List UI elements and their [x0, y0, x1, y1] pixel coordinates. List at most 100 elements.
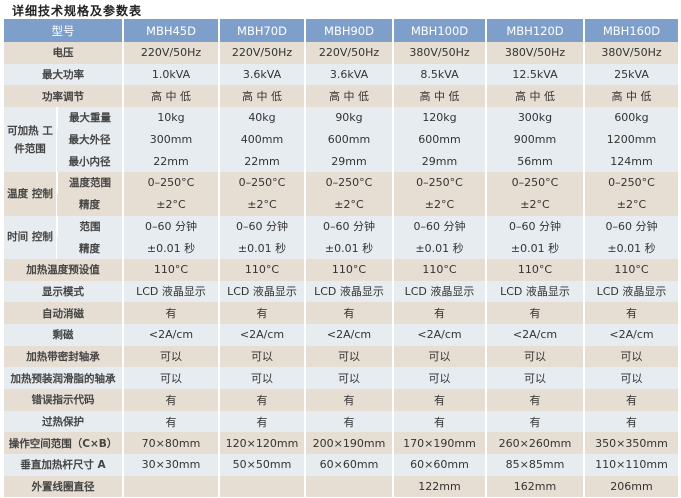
- row-label: 剩磁: [4, 323, 123, 346]
- value-cell: 300mm: [122, 128, 219, 151]
- value-cell: 有: [304, 410, 393, 433]
- value-cell: 40kg: [218, 107, 305, 129]
- value-cell: 29mm: [392, 150, 486, 173]
- value-cell: 有: [304, 302, 393, 324]
- row-label: 错误指示代码: [4, 389, 123, 411]
- group-label: 时间 控制: [4, 215, 57, 259]
- value-cell: 122mm: [392, 475, 486, 498]
- value-cell: 600mm: [304, 128, 393, 151]
- value-cell: 0–250°C: [304, 172, 393, 194]
- row-label: 外置线圈直径: [4, 475, 123, 498]
- row-label: 垂直加热杆尺寸 A: [4, 454, 123, 476]
- value-cell: ±0.01 秒: [392, 237, 486, 259]
- table-row: 过热保护有有有有有有: [4, 410, 678, 433]
- model-header: MBH120D: [485, 19, 584, 42]
- model-header: MBH90D: [304, 19, 393, 42]
- value-cell: LCD 液晶显示: [485, 280, 584, 303]
- value-cell: 有: [218, 302, 305, 324]
- value-cell: 300kg: [485, 107, 584, 129]
- row-label: 最小内径: [57, 150, 123, 173]
- value-cell: 10kg: [122, 107, 219, 129]
- value-cell: 可以: [304, 345, 393, 368]
- value-cell: <2A/cm: [304, 323, 393, 346]
- value-cell: ±0.01 秒: [304, 237, 393, 259]
- value-cell: 380V/50Hz: [392, 42, 486, 64]
- table-row: 自动消磁有有有有有有: [4, 302, 678, 324]
- value-cell: 220V/50Hz: [122, 42, 219, 64]
- row-label: 加热温度预设值: [4, 258, 123, 281]
- value-cell: 120×120mm: [218, 432, 305, 455]
- table-row: 精度 ±2°C ±2°C ±2°C ±2°C ±2°C ±2°C: [4, 193, 678, 216]
- value-cell: 30×30mm: [122, 454, 219, 476]
- value-cell: 有: [218, 410, 305, 433]
- table-row: 加热温度预设值 110°C 110°C 110°C 110°C 110°C 110°C: [4, 258, 678, 281]
- value-cell: 400mm: [218, 128, 305, 151]
- model-header: MBH45D: [122, 19, 219, 42]
- value-cell: 有: [485, 302, 584, 324]
- value-cell: 50×50mm: [218, 454, 305, 476]
- row-label: 范围: [56, 215, 123, 238]
- value-cell: 220V/50Hz: [304, 42, 393, 64]
- value-cell: 260×260mm: [485, 432, 584, 455]
- value-cell: LCD 液晶显示: [392, 280, 486, 303]
- value-cell: 85×85mm: [485, 454, 584, 476]
- value-cell: ±0.01 秒: [122, 237, 219, 259]
- value-cell: 可以: [304, 367, 393, 389]
- value-cell: 高 中 低: [304, 85, 393, 108]
- value-cell: 600mm: [392, 128, 486, 151]
- value-cell: 124mm: [583, 150, 678, 173]
- value-cell: 0–60 分钟: [218, 215, 305, 238]
- value-cell: 0–250°C: [392, 172, 486, 194]
- table-row: 可加热 工件范围 最大重量 10kg 40kg 90kg 120kg 300kg 600kg: [4, 107, 678, 173]
- model-header: MBH70D: [218, 19, 305, 42]
- value-cell: 162mm: [485, 475, 584, 498]
- value-cell: ±2°C: [304, 193, 393, 216]
- value-cell: ±0.01 秒: [583, 237, 678, 259]
- value-cell: 可以: [583, 345, 678, 368]
- value-cell: 110°C: [392, 258, 486, 281]
- value-cell: 有: [122, 302, 219, 324]
- page-title: 详细技术规格及参数表: [12, 4, 143, 18]
- value-cell: ±2°C: [583, 193, 678, 216]
- value-cell: 有: [392, 302, 486, 324]
- value-cell: 22mm: [218, 150, 305, 173]
- row-label: 自动消磁: [4, 302, 123, 324]
- value-cell: ±2°C: [392, 193, 486, 216]
- spec-table: 型号 MBH45D MBH70D MBH90D MBH100D MBH120D MBH160…: [4, 19, 678, 498]
- value-cell: 170×190mm: [392, 432, 486, 455]
- value-cell: 0–60 分钟: [485, 215, 584, 238]
- value-cell: 110°C: [485, 258, 584, 281]
- value-cell: 220V/50Hz: [218, 42, 305, 64]
- row-label: 最大重量: [56, 107, 123, 129]
- value-cell: 600kg: [583, 107, 678, 129]
- value-cell: 29mm: [304, 150, 393, 173]
- value-cell: 有: [122, 410, 219, 433]
- row-label: 最大功率: [4, 63, 123, 86]
- value-cell: 110°C: [583, 258, 678, 281]
- value-cell: 0–60 分钟: [583, 215, 678, 238]
- value-cell: 22mm: [122, 150, 219, 173]
- value-cell: LCD 液晶显示: [304, 280, 393, 303]
- table-row: 精度 ±0.01 秒 ±0.01 秒 ±0.01 秒 ±0.01 秒 ±0.01 秒 ±0.…: [4, 237, 678, 259]
- value-cell: 70×80mm: [122, 432, 219, 455]
- value-cell: 可以: [218, 345, 305, 368]
- value-cell: 有: [583, 410, 678, 433]
- value-cell: 110°C: [218, 258, 305, 281]
- model-header: MBH100D: [392, 19, 486, 42]
- value-cell: 有: [485, 410, 584, 433]
- value-cell: 200×190mm: [304, 432, 393, 455]
- value-cell: 可以: [122, 345, 219, 368]
- value-cell: 60×60mm: [392, 454, 486, 476]
- value-cell: 206mm: [583, 475, 678, 498]
- value-cell: 0–60 分钟: [304, 215, 393, 238]
- value-cell: <2A/cm: [122, 323, 219, 346]
- value-cell: <2A/cm: [218, 323, 305, 346]
- value-cell: LCD 液晶显示: [122, 280, 219, 303]
- value-cell: 8.5kVA: [392, 63, 486, 86]
- value-cell: 高 中 低: [485, 85, 584, 108]
- table-row: 剩磁 <2A/cm <2A/cm <2A/cm <2A/cm <2A/cm <2A/cm: [4, 323, 678, 346]
- value-cell: 0–60 分钟: [122, 215, 219, 238]
- table-row: 外置线圈直径 122mm 162mm 206mm: [4, 475, 678, 498]
- value-cell: ±2°C: [122, 193, 219, 216]
- value-cell: 0–250°C: [485, 172, 584, 194]
